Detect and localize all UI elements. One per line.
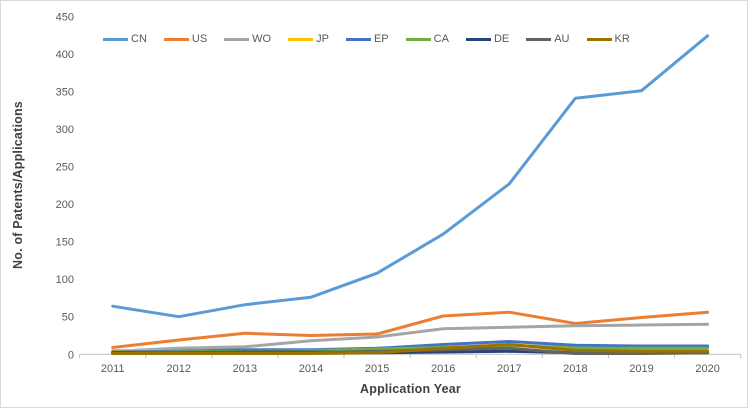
legend-line-swatch — [345, 37, 371, 41]
x-tick-label: 2017 — [497, 363, 521, 375]
x-tick-label: 2012 — [167, 363, 191, 375]
legend-label: CN — [131, 33, 147, 45]
y-tick-label: 150 — [56, 237, 74, 249]
x-tick-label: 2015 — [365, 363, 389, 375]
series-line-us — [111, 310, 710, 349]
y-tick-label: 300 — [56, 124, 74, 136]
y-tick-label: 100 — [56, 274, 74, 286]
x-tick-label: 2020 — [695, 363, 719, 375]
legend-item-de: DE — [465, 32, 510, 46]
chart-legend: CN US WO JP EP CA DE AU KR — [103, 32, 647, 46]
legend-label: DE — [493, 33, 510, 45]
legend-label: KR — [614, 33, 630, 45]
legend-line-swatch — [163, 37, 189, 41]
legend-label: WO — [252, 33, 272, 45]
legend-line-swatch — [465, 37, 491, 41]
x-tick-label: 2011 — [101, 363, 125, 375]
legend-item-ep: EP — [345, 32, 389, 46]
legend-item-wo: WO — [224, 32, 271, 46]
legend-label: EP — [373, 33, 389, 45]
x-tick-label: 2016 — [431, 363, 455, 375]
x-tick-label: 2018 — [563, 363, 587, 375]
legend-item-ca: CA — [405, 32, 449, 46]
legend-item-cn: CN — [103, 32, 147, 46]
y-axis-title: No. of Patents/Applications — [11, 101, 25, 269]
legend-line-swatch — [103, 37, 128, 41]
legend-item-us: US — [163, 32, 208, 46]
y-tick-label: 250 — [56, 162, 74, 174]
legend-line-swatch — [405, 37, 431, 41]
x-axis-title: Application Year — [360, 382, 461, 396]
x-tick-label: 2019 — [629, 363, 653, 375]
legend-item-kr: KR — [586, 32, 630, 46]
legend-line-swatch — [224, 37, 250, 41]
legend-item-jp: JP — [288, 32, 329, 46]
y-tick-label: 400 — [56, 49, 74, 61]
legend-line-swatch — [526, 37, 552, 41]
legend-label: AU — [554, 33, 570, 45]
y-tick-label: 350 — [56, 86, 74, 98]
x-tick-label: 2014 — [299, 363, 323, 375]
legend-line-swatch — [586, 37, 612, 41]
series-line-cn — [111, 34, 710, 319]
legend-label: JP — [316, 33, 329, 45]
legend-label: US — [191, 33, 208, 45]
legend-line-swatch — [288, 37, 314, 41]
y-tick-label: 0 — [68, 349, 74, 361]
y-tick-label: 200 — [56, 199, 74, 211]
legend-label: CA — [433, 33, 449, 45]
y-tick-label: 50 — [62, 312, 74, 324]
x-tick-label: 2013 — [233, 363, 257, 375]
series-line-kr — [111, 343, 710, 355]
y-tick-label: 450 — [56, 11, 74, 23]
series-line-wo — [111, 322, 710, 353]
legend-item-au: AU — [526, 32, 570, 46]
